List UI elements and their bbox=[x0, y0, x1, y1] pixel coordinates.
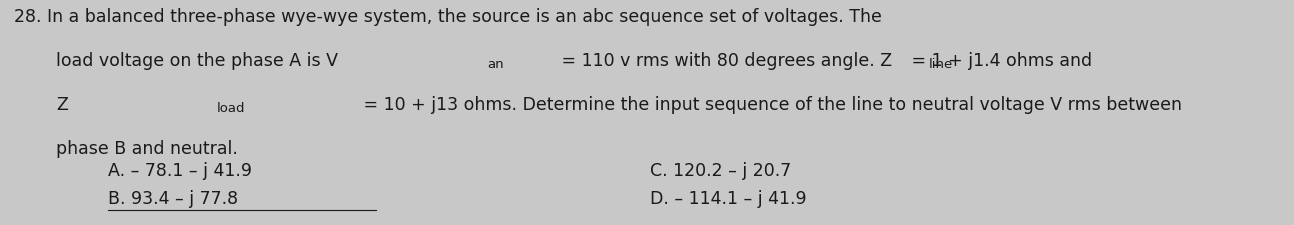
Text: Z: Z bbox=[56, 96, 67, 114]
Text: B. 93.4 – j 77.8: B. 93.4 – j 77.8 bbox=[107, 190, 238, 208]
Text: line: line bbox=[929, 58, 952, 71]
Text: load: load bbox=[217, 102, 246, 115]
Text: = 1 + j1.4 ohms and: = 1 + j1.4 ohms and bbox=[906, 52, 1092, 70]
Text: C. 120.2 – j 20.7: C. 120.2 – j 20.7 bbox=[650, 162, 791, 180]
Text: an: an bbox=[487, 58, 503, 71]
Text: D. – 114.1 – j 41.9: D. – 114.1 – j 41.9 bbox=[650, 190, 806, 208]
Text: = 10 + j13 ohms. Determine the input sequence of the line to neutral voltage V r: = 10 + j13 ohms. Determine the input seq… bbox=[358, 96, 1183, 114]
Text: phase B and neutral.: phase B and neutral. bbox=[56, 140, 238, 158]
Text: load voltage on the phase A is V: load voltage on the phase A is V bbox=[56, 52, 338, 70]
Text: 28. In a balanced three-phase wye-wye system, the source is an abc sequence set : 28. In a balanced three-phase wye-wye sy… bbox=[14, 8, 883, 26]
Text: = 110 v rms with 80 degrees angle. Z: = 110 v rms with 80 degrees angle. Z bbox=[556, 52, 892, 70]
Text: A. – 78.1 – j 41.9: A. – 78.1 – j 41.9 bbox=[107, 162, 252, 180]
